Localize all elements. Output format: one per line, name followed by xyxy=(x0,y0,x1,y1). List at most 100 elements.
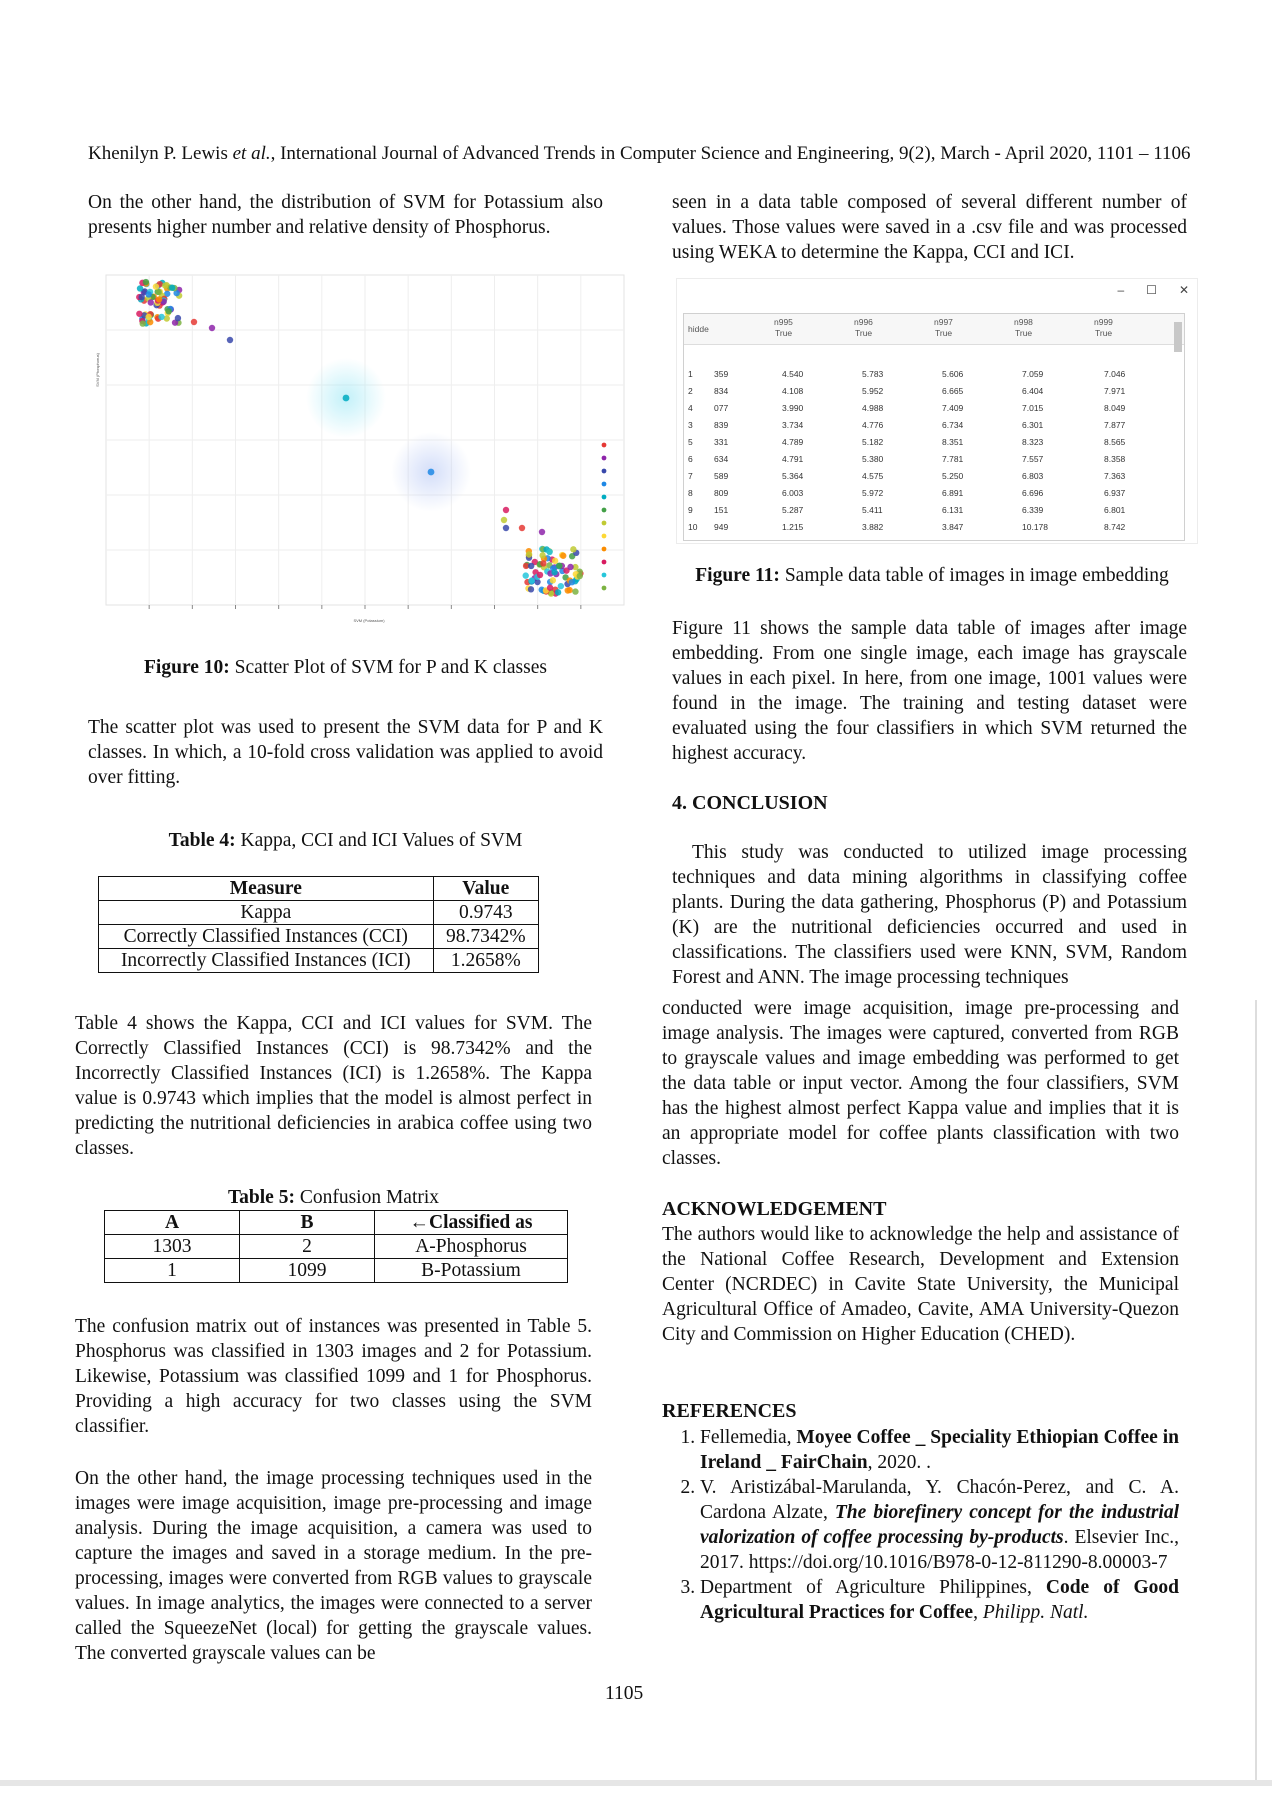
scatter-point xyxy=(147,299,154,306)
table-cell: 634 xyxy=(714,454,729,464)
table-4-text: Table 4 shows the Kappa, CCI and ICI val… xyxy=(75,1013,592,1159)
scatter-point xyxy=(536,571,544,579)
table-cell: 4.789 xyxy=(782,437,804,447)
scatter-point xyxy=(155,296,163,303)
legend-marker xyxy=(601,507,607,513)
column-subheader: True xyxy=(935,328,953,338)
column-subheader: True xyxy=(855,328,873,338)
scatter-point xyxy=(538,528,546,536)
row-index: 4 xyxy=(688,403,693,413)
table-cell: 7.557 xyxy=(1022,454,1044,464)
table-cell: Incorrectly Classified Instances (ICI) xyxy=(98,948,434,973)
scatter-point xyxy=(502,506,510,514)
reference-journal: Philipp. Natl. xyxy=(982,1602,1089,1623)
table-cell: 6.665 xyxy=(942,386,964,396)
legend-marker xyxy=(601,468,607,474)
figure-10-caption: Figure 10: Scatter Plot of SVM for P and… xyxy=(88,657,603,679)
reference-list: Fellemedia, Moyee Coffee _ Speciality Et… xyxy=(662,1425,1179,1625)
row-index: 1 xyxy=(688,369,693,379)
table-cell: Kappa xyxy=(98,900,434,925)
table-cell: 839 xyxy=(714,420,729,430)
y-axis-label: SVM (Phosphorus) xyxy=(95,352,100,386)
table-cell: 7.046 xyxy=(1104,369,1126,379)
table-cell: 5.287 xyxy=(782,505,804,515)
table-cell: 1303 xyxy=(104,1234,240,1259)
scatter-point xyxy=(518,524,526,532)
legend-marker xyxy=(601,585,607,591)
legend-marker xyxy=(601,559,607,565)
scatter-point xyxy=(145,291,152,298)
scatter-point xyxy=(563,567,570,574)
table-cell: 151 xyxy=(714,505,729,515)
scatter-point xyxy=(547,590,555,597)
table-cell: 6.803 xyxy=(1022,471,1044,481)
conclusion-heading: 4. CONCLUSION xyxy=(672,792,828,814)
scrollbar[interactable] xyxy=(1174,322,1182,352)
table-4-label: Table 4: xyxy=(168,830,236,851)
scatter-point xyxy=(551,569,558,576)
table-cell: 8.323 xyxy=(1022,437,1044,447)
scatter-point xyxy=(549,577,557,584)
reference-item: Department of Agriculture Philippines, C… xyxy=(700,1575,1179,1625)
column-header: n996 xyxy=(854,317,873,327)
table-header: A xyxy=(104,1210,240,1235)
table-cell: 5.411 xyxy=(862,505,883,515)
scatter-point xyxy=(572,588,579,595)
table-cell: 10.178 xyxy=(1022,522,1048,532)
header-authors: Khenilyn P. Lewis xyxy=(88,143,233,164)
table-row: Incorrectly Classified Instances (ICI) 1.… xyxy=(98,948,540,973)
table-cell: 6.339 xyxy=(1022,505,1044,515)
legend-marker xyxy=(601,546,607,552)
scatter-point xyxy=(165,308,172,315)
table-cell: 7.363 xyxy=(1104,471,1126,481)
techniques-paragraph: On the other hand, the image processing … xyxy=(75,1466,592,1666)
scatter-plot-figure: SVM (Potassium) SVM (Phosphorus) xyxy=(94,270,626,628)
table-cell: 5.952 xyxy=(862,386,884,396)
column-subheader: True xyxy=(775,328,793,338)
scatter-point xyxy=(152,283,160,290)
table-cell: 3.882 xyxy=(862,522,884,532)
scatter-point xyxy=(527,562,535,570)
references-list: Fellemedia, Moyee Coffee _ Speciality Et… xyxy=(662,1425,1179,1625)
table-cell: 7.059 xyxy=(1022,369,1044,379)
scatter-point xyxy=(539,552,546,559)
table-cell: 1.2658% xyxy=(432,948,540,973)
techniques-text: On the other hand, the image processing … xyxy=(75,1468,592,1664)
scatter-point xyxy=(554,589,562,596)
table-cell: 6.404 xyxy=(1022,386,1044,396)
table-cell: 4.575 xyxy=(862,471,884,481)
figure-11-caption: Figure 11: Sample data table of images i… xyxy=(672,565,1192,587)
scatter-point xyxy=(163,315,170,322)
scatter-point xyxy=(342,394,350,402)
legend-marker xyxy=(601,455,607,461)
table-5-caption: Table 5: Confusion Matrix xyxy=(75,1187,592,1209)
legend-marker xyxy=(601,481,607,487)
table-4-caption: Table 4: Kappa, CCI and ICI Values of SV… xyxy=(88,830,603,852)
table-cell: 1.215 xyxy=(782,522,804,532)
header-journal: , International Journal of Advanced Tren… xyxy=(270,143,1191,164)
scatter-point xyxy=(546,584,554,591)
figure-11-label: Figure 11: xyxy=(695,565,780,586)
table-cell: 1099 xyxy=(239,1258,375,1283)
scatter-point xyxy=(572,563,579,571)
table-cell: 3.847 xyxy=(942,522,964,532)
row-index: 7 xyxy=(688,471,693,481)
close-icon: ✕ xyxy=(1178,283,1189,297)
column-header: hidde xyxy=(688,324,709,334)
table-cell: 6.131 xyxy=(942,505,964,515)
column-header: n997 xyxy=(934,317,953,327)
table-cell: 0.9743 xyxy=(432,900,540,925)
reference-text: , 2020. . xyxy=(867,1452,931,1473)
reference-text: , xyxy=(973,1602,983,1623)
table-cell: 7.971 xyxy=(1104,386,1126,396)
reference-title: Moyee Coffee _ Speciality Ethiopian Coff… xyxy=(700,1427,1179,1473)
scatter-point xyxy=(557,582,565,590)
table-cell: 8.049 xyxy=(1104,403,1126,413)
left-intro: On the other hand, the distribution of S… xyxy=(88,190,603,240)
row-index: 8 xyxy=(688,488,693,498)
column-subheader: True xyxy=(1015,328,1033,338)
references-heading: REFERENCES xyxy=(662,1400,797,1422)
table-row: A B ←Classified as xyxy=(104,1210,568,1235)
scatter-legend xyxy=(601,442,607,591)
